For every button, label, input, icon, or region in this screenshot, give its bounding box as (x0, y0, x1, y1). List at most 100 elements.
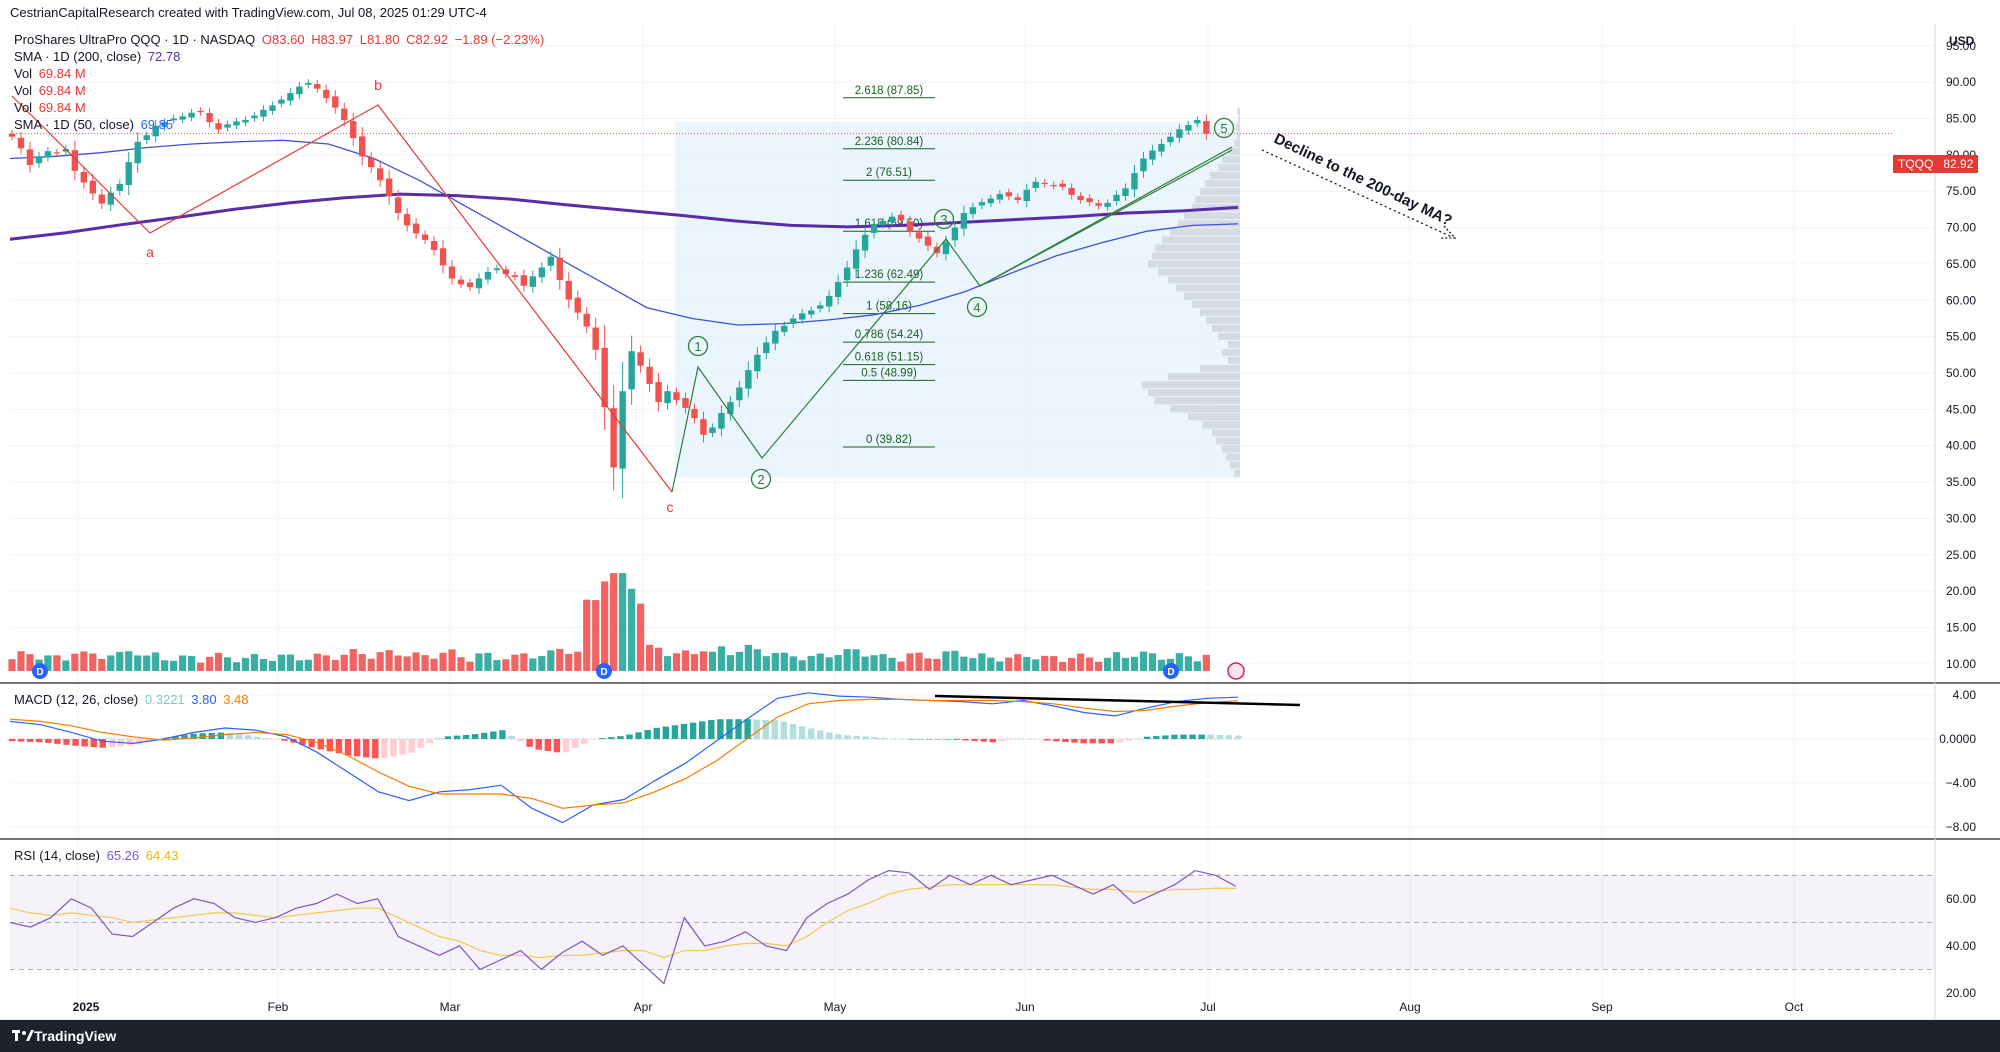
volume-bar (179, 655, 187, 671)
candle-body (799, 313, 806, 320)
footer-brand: TradingView (34, 1028, 117, 1044)
candle-body (951, 227, 959, 241)
macd-histogram-bar (1225, 735, 1233, 739)
candle-body (1131, 173, 1138, 190)
sma200-row: SMA · 1D (200, close) 72.78 (14, 48, 547, 65)
candle-body (1104, 202, 1111, 207)
volume-bar (511, 654, 519, 671)
macd-histogram-bar (817, 730, 824, 739)
candle-body (116, 183, 123, 191)
candle-body (1158, 143, 1165, 152)
volume-bar (232, 662, 241, 671)
volume-bar (681, 650, 690, 671)
volume-bar (259, 659, 268, 671)
macd-histogram-bar (807, 728, 815, 739)
volume-bar (556, 648, 564, 671)
volume-bar (789, 656, 797, 671)
candle-body (403, 214, 411, 226)
volume-bar (870, 655, 878, 671)
candle-body (664, 391, 671, 404)
macd-histogram-bar (644, 729, 651, 739)
macd-histogram-bar (90, 739, 97, 748)
volume-bar (125, 651, 133, 671)
volume-profile-bin (1238, 115, 1240, 123)
candle-body (269, 105, 276, 111)
fib-level-label: 2 (76.51) (866, 167, 912, 179)
macd-histogram-bar (335, 739, 343, 754)
candle-body (897, 214, 905, 221)
volume-profile-bin (1228, 340, 1240, 348)
macd-histogram-bar (1025, 738, 1033, 740)
fib-background (675, 121, 1240, 478)
low-value: L81.80 (359, 32, 400, 47)
candle-body (1014, 197, 1021, 200)
volume-bar (223, 657, 232, 671)
time-tick-label: Oct (1785, 1000, 1804, 1014)
price-tick-label: 20.00 (1946, 584, 1976, 598)
volume-profile-bin (1200, 308, 1240, 316)
volume-bar (439, 652, 447, 671)
candle-body (709, 427, 716, 433)
volume-bar (502, 659, 510, 671)
candle-body (152, 125, 159, 137)
volume-bar (80, 651, 88, 671)
candle-body (924, 236, 932, 246)
volume-profile-bin (1237, 131, 1240, 139)
macd-histogram-bar (1153, 736, 1160, 739)
price-tick-label: 90.00 (1946, 75, 1976, 89)
macd-histogram-bar (362, 739, 370, 758)
price-tick-label: 70.00 (1946, 221, 1976, 235)
candle-body (583, 313, 590, 327)
price-chart[interactable]: 2.618 (87.85)2.236 (80.84)2 (76.51)1.618… (0, 0, 2000, 1020)
macd-histogram-bar (798, 726, 806, 739)
macd-histogram-bar (871, 737, 878, 739)
sma200-value: 72.78 (147, 49, 181, 64)
abc-wave-label: b (374, 77, 382, 93)
volume-bar (663, 656, 672, 671)
volume-bar (385, 650, 393, 671)
sma50-value: 69.85 (140, 117, 174, 132)
macd-histogram-bar (490, 731, 497, 739)
candle-body (1140, 158, 1147, 172)
volume-bar (744, 644, 752, 671)
candle-body (978, 202, 986, 206)
volume-profile-bin (1184, 212, 1240, 220)
candle-body (502, 269, 510, 275)
candle-body (332, 96, 339, 108)
candle-body (834, 282, 842, 298)
rsi-ma-value: 64.43 (145, 848, 179, 863)
volume-bar (726, 655, 734, 671)
high-value: H83.97 (311, 32, 354, 47)
macd-histogram-bar (553, 739, 561, 753)
channel-line (979, 149, 1233, 287)
candle-body (1194, 119, 1201, 124)
volume-bar (403, 656, 411, 671)
rsi-value: 65.26 (106, 848, 140, 863)
macd-histogram-bar (417, 739, 424, 748)
macd-histogram-bar (1198, 734, 1205, 739)
moving-averages (9, 133, 1893, 326)
volume-bar (672, 653, 681, 671)
volume-profile-bin (1222, 155, 1240, 163)
macd-histogram-bar (217, 732, 225, 739)
volume-profile-bin (1195, 196, 1240, 204)
macd-histogram-bar (1134, 738, 1142, 740)
candle-body (287, 93, 294, 101)
volume-bar (735, 651, 743, 671)
macd-tick-label: 4.00 (1953, 688, 1977, 702)
volume-profile-bin (1148, 389, 1240, 397)
candle-body (942, 242, 950, 255)
volume-bar (834, 654, 842, 671)
macd-histogram-bar (599, 738, 606, 739)
price-tick-label: 45.00 (1946, 402, 1976, 416)
fib-extension-box[interactable]: 2.618 (87.85)2.236 (80.84)2 (76.51)1.618… (675, 85, 1240, 478)
volume-bar (1184, 656, 1192, 671)
volume-bar (313, 653, 321, 671)
time-tick-label: Aug (1399, 1000, 1420, 1014)
fib-level-label: 0 (39.82) (866, 434, 912, 446)
macd-histogram-bar (36, 739, 43, 743)
macd-histogram-bar (426, 739, 433, 743)
time-tick-label: May (824, 1000, 847, 1014)
volume-bar (583, 599, 591, 671)
volume-bar (888, 657, 896, 671)
